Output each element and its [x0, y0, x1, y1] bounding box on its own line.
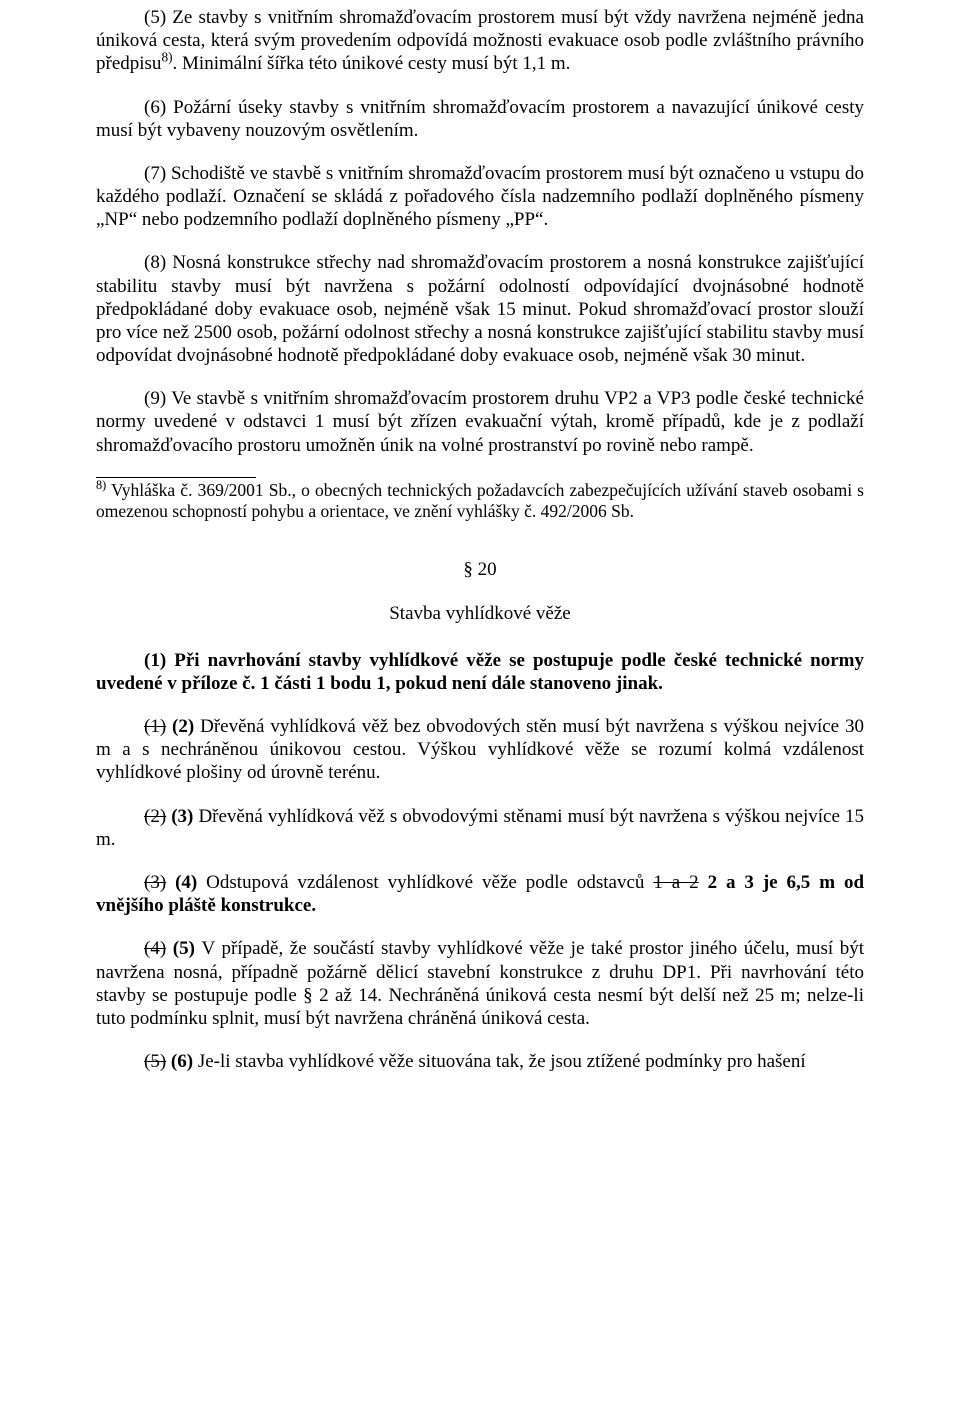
- s20-p1-text: (1) Při navrhování stavby vyhlídkové věž…: [96, 650, 864, 694]
- footnote-8: 8) Vyhláška č. 369/2001 Sb., o obecných …: [96, 480, 864, 523]
- paragraph-8-text: (8) Nosná konstrukce střechy nad shromaž…: [96, 252, 864, 366]
- paragraph-7: (7) Schodiště ve stavbě s vnitřním shrom…: [96, 162, 864, 232]
- s20-p3-old-number: (2): [144, 806, 166, 827]
- paragraph-8: (8) Nosná konstrukce střechy nad shromaž…: [96, 251, 864, 367]
- s20-p4-old-number: (3): [144, 872, 166, 893]
- s20-p3-new-number: (3): [166, 806, 198, 827]
- s20-paragraph-2: (1) (2) Dřevěná vyhlídková věž bez obvod…: [96, 715, 864, 785]
- s20-paragraph-1: (1) Při navrhování stavby vyhlídkové věž…: [96, 649, 864, 695]
- s20-p6-text: Je-li stavba vyhlídkové věže situována t…: [198, 1051, 806, 1072]
- legal-document-page: (5) Ze stavby s vnitřním shromažďovacím …: [0, 0, 960, 1424]
- section-title: Stavba vyhlídkové věže: [96, 602, 864, 625]
- s20-paragraph-5: (4) (5) V případě, že součástí stavby vy…: [96, 937, 864, 1030]
- paragraph-7-text: (7) Schodiště ve stavbě s vnitřním shrom…: [96, 163, 864, 230]
- s20-p2-new-number: (2): [166, 716, 200, 737]
- s20-p4-new-number: (4): [166, 872, 206, 893]
- section-number: § 20: [96, 558, 864, 581]
- footnote-separator: [96, 477, 256, 478]
- paragraph-9-text: (9) Ve stavbě s vnitřním shromažďovacím …: [96, 388, 864, 455]
- s20-p2-old-number: (1): [144, 716, 166, 737]
- paragraph-5-text-b: . Minimální šířka této únikové cesty mus…: [173, 53, 571, 74]
- paragraph-6: (6) Požární úseky stavby s vnitřním shro…: [96, 96, 864, 142]
- section-number-text: § 20: [463, 559, 496, 580]
- s20-p5-old-number: (4): [144, 938, 166, 959]
- section-title-text: Stavba vyhlídkové věže: [389, 603, 571, 624]
- s20-paragraph-3: (2) (3) Dřevěná vyhlídková věž s obvodov…: [96, 805, 864, 851]
- paragraph-6-text: (6) Požární úseky stavby s vnitřním shro…: [96, 97, 864, 141]
- s20-p6-new-number: (6): [166, 1051, 198, 1072]
- paragraph-5: (5) Ze stavby s vnitřním shromažďovacím …: [96, 6, 864, 76]
- s20-p2-text: Dřevěná vyhlídková věž bez obvodových st…: [96, 716, 864, 783]
- footnote-ref-8: 8): [161, 50, 172, 65]
- s20-p5-text: V případě, že součástí stavby vyhlídkové…: [96, 938, 864, 1029]
- s20-p3-text: Dřevěná vyhlídková věž s obvodovými stěn…: [96, 806, 864, 850]
- s20-p5-new-number: (5): [166, 938, 201, 959]
- footnote-8-text: Vyhláška č. 369/2001 Sb., o obecných tec…: [96, 480, 864, 521]
- paragraph-9: (9) Ve stavbě s vnitřním shromažďovacím …: [96, 387, 864, 457]
- s20-paragraph-4: (3) (4) Odstupová vzdálenost vyhlídkové …: [96, 871, 864, 917]
- s20-p6-old-number: (5): [144, 1051, 166, 1072]
- footnote-8-marker: 8): [96, 478, 106, 492]
- s20-paragraph-6: (5) (6) Je-li stavba vyhlídkové věže sit…: [96, 1050, 864, 1073]
- s20-p4-text-a: Odstupová vzdálenost vyhlídkové věže pod…: [206, 872, 653, 893]
- s20-p4-strike: 1 a 2: [653, 872, 698, 893]
